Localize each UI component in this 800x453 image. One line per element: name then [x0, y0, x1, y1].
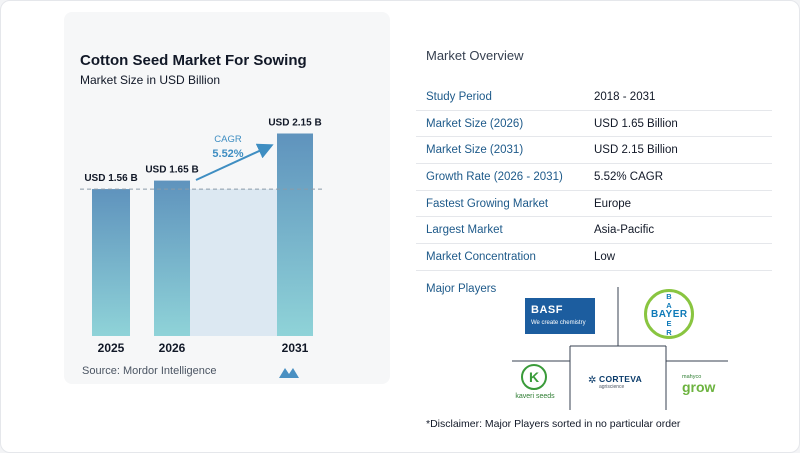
kaveri-seeds-logo: K kaveri seeds	[513, 364, 555, 410]
overview-key: Market Size (2026)	[426, 117, 524, 130]
overview-key: Largest Market	[426, 224, 503, 237]
overview-row: Market Concentration Low	[416, 244, 772, 271]
x-tick-2025: 2025	[98, 341, 125, 355]
x-tick-2026: 2026	[159, 341, 186, 355]
cagr-label: CAGR	[214, 134, 242, 145]
overview-key: Study Period	[426, 90, 492, 103]
corteva-tagline: agriscience	[599, 384, 625, 390]
overview-row: Study Period 2018 - 2031	[416, 84, 772, 111]
bar-2025	[92, 189, 130, 336]
overview-row: Fastest Growing Market Europe	[416, 191, 772, 218]
basf-tagline: We create chemistry	[531, 320, 586, 326]
mordor-logo-icon	[279, 368, 299, 378]
bar-2026	[154, 180, 190, 336]
overview-value: 5.52% CAGR	[594, 170, 664, 183]
overview-key: Market Size (2031)	[426, 144, 524, 157]
mahyco-logo-small: mahyco	[682, 374, 702, 380]
overview-value: Europe	[594, 197, 632, 210]
corteva-icon: ✲	[588, 375, 597, 386]
cagr-arrow	[195, 143, 274, 181]
kaveri-icon: K	[521, 364, 547, 390]
corteva-logo-text: CORTEVA	[599, 374, 643, 384]
chart-title: Cotton Seed Market For Sowing	[80, 52, 307, 69]
growth-band	[190, 189, 277, 336]
overview-table: Study Period 2018 - 2031 Market Size (202…	[416, 84, 772, 271]
overview-key: Market Concentration	[426, 250, 536, 263]
basf-logo-text: BASF	[531, 304, 563, 316]
overview-key: Growth Rate (2026 - 2031)	[426, 170, 563, 183]
x-tick-2031: 2031	[282, 341, 309, 355]
overview-row: Growth Rate (2026 - 2031) 5.52% CAGR	[416, 164, 772, 191]
overview-value: Low	[594, 250, 616, 263]
data-label-2031: USD 2.15 B	[268, 118, 321, 129]
overview-row: Largest Market Asia-Pacific	[416, 217, 772, 245]
chart-source: Source: Mordor Intelligence	[82, 365, 217, 377]
disclaimer: *Disclaimer: Major Players sorted in no …	[426, 418, 681, 430]
overview-row: Market Size (2026) USD 1.65 Billion	[416, 111, 772, 138]
chart-subtitle: Market Size in USD Billion	[80, 73, 221, 87]
overview-title: Market Overview	[426, 48, 524, 63]
basf-logo: BASF We create chemistry	[525, 298, 595, 334]
corteva-logo: ✲ CORTEVA agriscience	[588, 372, 650, 392]
mahyco-logo-big: grow	[682, 379, 716, 395]
kaveri-logo-text: kaveri seeds	[515, 393, 555, 400]
overview-value: Asia-Pacific	[594, 224, 655, 237]
overview-value: USD 1.65 Billion	[594, 117, 678, 130]
mahyco-grow-logo: mahyco grow	[682, 374, 722, 400]
data-label-2025: USD 1.56 B	[84, 173, 137, 184]
overview-value: 2018 - 2031	[594, 90, 656, 103]
data-label-2026: USD 1.65 B	[145, 165, 198, 176]
overview-row: Market Size (2031) USD 2.15 Billion	[416, 137, 772, 165]
bar-2031	[277, 133, 313, 336]
bayer-logo-text: BAYER	[651, 309, 688, 320]
overview-key: Fastest Growing Market	[426, 197, 549, 210]
cagr-value: 5.52%	[212, 148, 243, 160]
major-players-label: Major Players	[426, 283, 497, 295]
overview-value: USD 2.15 Billion	[594, 144, 678, 157]
